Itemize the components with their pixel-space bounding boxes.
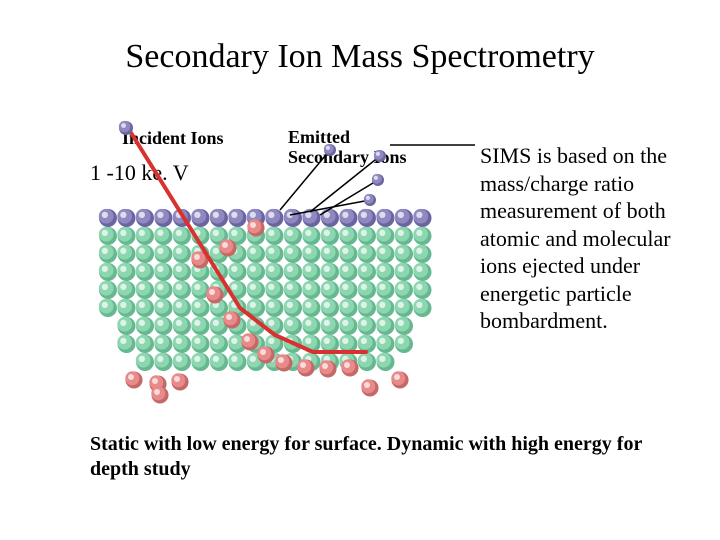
diagram-svg — [80, 120, 480, 410]
page-title: Secondary Ion Mass Spectrometry — [0, 38, 720, 76]
sims-diagram — [80, 120, 480, 410]
caption-text: Static with low energy for surface. Dyna… — [90, 432, 650, 482]
sims-description: SIMS is based on the mass/charge ratio m… — [480, 142, 680, 335]
